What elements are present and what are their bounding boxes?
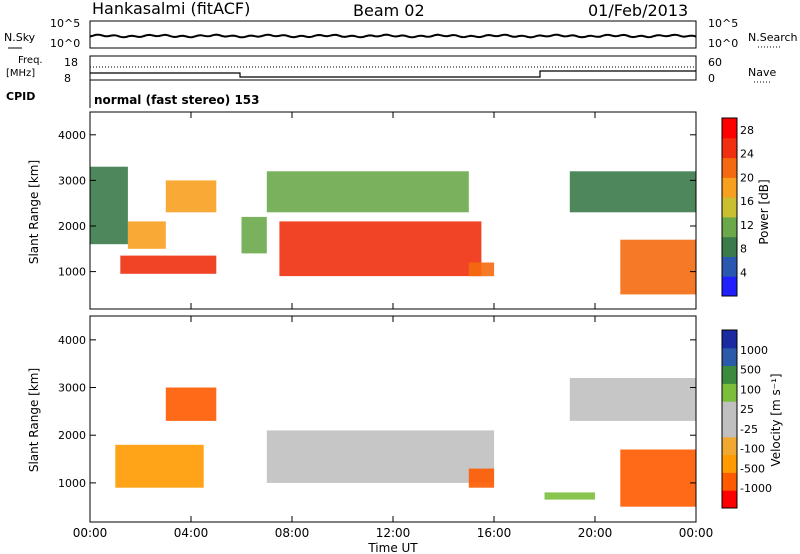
- vel-region-1: [166, 388, 217, 421]
- velocity-colorbar-tick-2: 100: [740, 383, 761, 396]
- power-colorbar: [722, 118, 737, 297]
- nave-label: Nave: [748, 66, 776, 79]
- date-label: 01/Feb/2013: [588, 1, 688, 20]
- power-ytick-label-0: 4000: [58, 129, 86, 142]
- noise-sky-line: [90, 35, 696, 38]
- power-region-9: [570, 171, 696, 212]
- noise-tick-top: 10^5: [50, 17, 80, 30]
- radar-plot-canvas: Hankasalmi (fitACF) Beam 02 01/Feb/2013 …: [0, 0, 800, 554]
- freq-tick-bottom: 8: [64, 72, 71, 85]
- velocity-colorbar-tick-5: -100: [740, 443, 765, 456]
- velocity-colorbar-band-7: [722, 366, 737, 384]
- power-colorbar-tick-1: 24: [740, 148, 754, 161]
- power-region-2: [166, 180, 217, 212]
- velocity-colorbar-label: Velocity [m s⁻¹]: [769, 373, 783, 466]
- power-ytick-label-2: 2000: [58, 220, 86, 233]
- power-colorbar-band-3: [722, 217, 737, 237]
- vel-region-4: [545, 492, 596, 499]
- power-region-5: [267, 171, 469, 212]
- x-axis-label: Time UT: [367, 541, 418, 554]
- noise-tick-bottom: 10^0: [50, 37, 80, 50]
- noise-right-label: N.Search: [748, 31, 798, 44]
- velocity-ylabel: Slant Range [km]: [27, 368, 41, 472]
- power-region-4: [279, 221, 481, 276]
- velocity-colorbar-band-6: [722, 383, 737, 401]
- velocity-colorbar-band-5: [722, 401, 737, 419]
- vel-ytick-label-1: 3000: [58, 382, 86, 395]
- power-region-6: [469, 263, 494, 277]
- vel-ytick-label-2: 2000: [58, 429, 86, 442]
- power-colorbar-tick-2: 20: [740, 171, 754, 184]
- power-colorbar-band-7: [722, 138, 737, 158]
- vel-region-0: [115, 445, 203, 488]
- vel-xtick-label-3: 12:00: [376, 526, 411, 540]
- power-colorbar-band-8: [722, 118, 737, 138]
- velocity-colorbar-tick-3: 25: [740, 403, 754, 416]
- power-colorbar-band-0: [722, 276, 737, 296]
- velocity-colorbar-tick-7: -1000: [740, 482, 772, 495]
- freq-label-1: Freq.: [18, 55, 43, 66]
- power-colorbar-band-5: [722, 177, 737, 197]
- noise-left-label: N.Sky: [4, 31, 36, 44]
- nave-tick-bottom: 0: [708, 72, 715, 85]
- power-colorbar-tick-6: 4: [740, 266, 747, 279]
- vel-region-6: [570, 378, 696, 421]
- velocity-colorbar-band-9: [722, 330, 737, 348]
- velocity-colorbar-tick-0: 1000: [740, 344, 768, 357]
- vel-region-2: [267, 430, 494, 483]
- title: Hankasalmi (fitACF): [92, 0, 250, 18]
- beam-label: Beam 02: [353, 1, 425, 20]
- power-colorbar-tick-4: 12: [740, 219, 754, 232]
- power-colorbar-tick-5: 8: [740, 243, 747, 256]
- vel-ytick-label-3: 1000: [58, 477, 86, 490]
- velocity-colorbar-band-8: [722, 348, 737, 366]
- power-ytick-label-1: 3000: [58, 174, 86, 187]
- power-colorbar-band-2: [722, 237, 737, 257]
- power-ylabel: Slant Range [km]: [27, 160, 41, 264]
- velocity-colorbar-ticks: 1000 500 100 25 -25 -100 -500 -1000: [740, 344, 772, 495]
- velocity-colorbar-band-3: [722, 437, 737, 455]
- power-panel: 4000 3000 2000 1000 Slant Range [km] 28 24 20…: [27, 112, 771, 309]
- power-region-1: [128, 221, 166, 248]
- cpid-label: CPID: [6, 90, 35, 103]
- velocity-colorbar-tick-1: 500: [740, 364, 761, 377]
- power-ytick-label-3: 1000: [58, 266, 86, 279]
- vel-xtick-label-4: 16:00: [477, 526, 512, 540]
- vel-region-5: [620, 450, 696, 507]
- power-colorbar-band-6: [722, 158, 737, 178]
- power-colorbar-band-1: [722, 256, 737, 276]
- vel-xtick-label-1: 04:00: [174, 526, 209, 540]
- velocity-colorbar-tick-4: -25: [740, 423, 758, 436]
- velocity-colorbar-band-4: [722, 419, 737, 437]
- vel-xtick-label-2: 08:00: [275, 526, 310, 540]
- vel-region-3: [469, 469, 494, 488]
- freq-step-line: [90, 71, 696, 77]
- power-region-8: [620, 240, 696, 295]
- power-colorbar-tick-0: 28: [740, 124, 754, 137]
- power-region-7: [90, 167, 128, 245]
- freq-tick-top: 18: [64, 56, 78, 69]
- freq-label-2: [MHz]: [6, 68, 35, 79]
- vel-ytick-label-0: 4000: [58, 334, 86, 347]
- power-region-0: [120, 256, 216, 274]
- cpid-text: normal (fast stereo) 153: [94, 93, 260, 107]
- velocity-colorbar-tick-6: -500: [740, 462, 765, 475]
- vel-xtick-label-0: 00:00: [73, 526, 108, 540]
- power-colorbar-label: Power [dB]: [757, 179, 771, 244]
- power-colorbar-tick-3: 16: [740, 195, 754, 208]
- velocity-colorbar-band-1: [722, 472, 737, 490]
- nave-tick-top: 60: [708, 56, 722, 69]
- velocity-colorbar: [722, 330, 737, 509]
- velocity-colorbar-band-0: [722, 490, 737, 508]
- noise-right-tick-top: 10^5: [708, 17, 738, 30]
- power-colorbar-band-4: [722, 197, 737, 217]
- velocity-panel: 4000 3000 2000 1000 00:00 04:00 08:00 12:00 16:…: [27, 316, 783, 554]
- power-region-3: [242, 217, 267, 254]
- vel-xtick-label-6: 00:00: [679, 526, 714, 540]
- power-colorbar-ticks: 28 24 20 16 12 8 4: [740, 124, 754, 279]
- velocity-colorbar-band-2: [722, 455, 737, 473]
- vel-xtick-label-5: 20:00: [578, 526, 613, 540]
- noise-right-tick-bottom: 10^0: [708, 37, 738, 50]
